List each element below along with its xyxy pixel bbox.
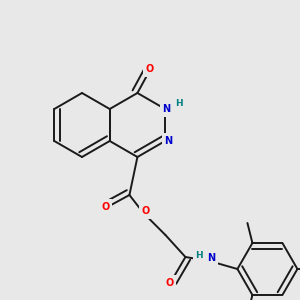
Text: O: O — [141, 206, 150, 216]
Text: O: O — [165, 278, 174, 288]
Text: O: O — [101, 202, 110, 212]
Text: H: H — [196, 251, 203, 260]
Text: N: N — [162, 104, 170, 114]
Text: H: H — [175, 100, 183, 109]
Text: N: N — [164, 136, 172, 146]
Text: N: N — [207, 253, 215, 263]
Text: O: O — [145, 64, 154, 74]
